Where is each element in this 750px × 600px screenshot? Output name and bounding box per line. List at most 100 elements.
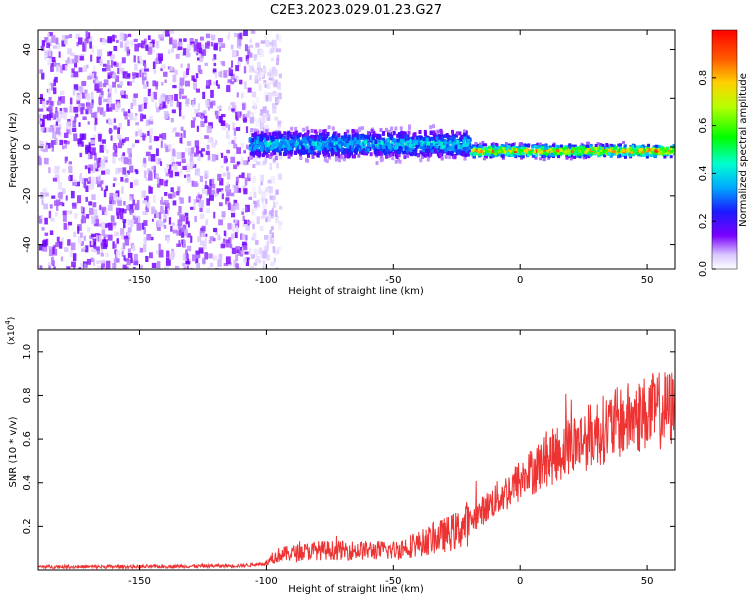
spectrogram-cell [294, 131, 297, 136]
spectrogram-cell [318, 135, 322, 140]
spectrogram-cell [114, 105, 117, 109]
spectrogram-cell [357, 153, 361, 158]
spectrogram-cell [258, 185, 261, 189]
spectrogram-cell [105, 169, 110, 175]
spectrogram-cell [245, 113, 249, 117]
spectrogram-cell [269, 146, 273, 151]
spectrogram-cell [421, 147, 425, 152]
spectrogram-cell [244, 177, 248, 186]
spectrogram-cell [69, 174, 73, 182]
spectrogram-cell [541, 154, 545, 158]
spectrogram-cell [54, 138, 58, 145]
spectrogram-cell [583, 154, 587, 158]
spectrogram-cell [234, 75, 239, 82]
spectrogram-cell [105, 260, 111, 269]
spectrogram-cell [164, 266, 168, 269]
spectrogram-cell [46, 38, 52, 45]
spectrogram-cell [58, 96, 62, 101]
spectrogram-cell [401, 142, 405, 147]
colorbar-gradient [711, 29, 738, 270]
spectrogram-cell [538, 142, 542, 146]
spectrogram-cell [119, 32, 125, 41]
spectrogram-cell [108, 222, 113, 231]
spectrogram-cell [191, 43, 195, 48]
spectrogram-cell [243, 66, 247, 74]
spectrogram-cell [305, 126, 309, 131]
spectrogram-cell [496, 153, 500, 157]
spectrogram-cell [123, 157, 129, 165]
spectrogram-cell [80, 241, 84, 246]
spectrogram-cell [478, 148, 482, 152]
spectrogram-cell [626, 148, 630, 152]
spectrogram-cell [328, 141, 332, 146]
spectrogram-cell [149, 115, 153, 121]
spectrogram-cell [185, 80, 190, 87]
spectrogram-cell [249, 151, 253, 156]
spectrogram-cell [367, 131, 370, 136]
spectrogram-cell [87, 146, 92, 155]
spectrogram-cell [501, 156, 505, 160]
spectrogram-cell [69, 105, 73, 113]
spectrogram-cell [462, 152, 466, 157]
spectrogram-cell [244, 251, 249, 255]
spectrogram-cell [240, 143, 244, 148]
spectrogram-cell [448, 155, 452, 160]
spectrogram-cell [274, 116, 278, 121]
spectrogram-cell [479, 142, 482, 146]
spectrogram-cell [146, 201, 151, 206]
spectrogram-cell [181, 158, 186, 164]
spectrogram-cell [121, 234, 124, 240]
spectrogram-cell [386, 138, 390, 143]
spectrogram-cell [266, 243, 269, 251]
spectrogram-cell [242, 241, 247, 246]
spectrogram-cell [200, 36, 204, 41]
spectrogram-cell [154, 213, 157, 219]
spectrogram-cell [95, 83, 100, 90]
spectrogram-cell [158, 34, 164, 39]
spectrogram-cell [526, 151, 530, 155]
spectrogram-cell [164, 180, 168, 187]
spectrogram-cell [165, 146, 169, 153]
spectrogram-cell [172, 191, 176, 198]
spectrogram-cell [260, 181, 263, 186]
spectrogram-cell [247, 46, 250, 52]
spectrogram-cell [141, 103, 144, 112]
spectrogram-cell [254, 102, 257, 111]
spectrogram-cell [220, 165, 224, 169]
spectrogram-cell [635, 151, 639, 155]
spectrogram-cell [91, 112, 96, 118]
spectrogram-cell [236, 92, 239, 98]
spectrogram-cell [109, 192, 114, 201]
spectrogram-cell [249, 191, 252, 200]
spectrogram-cell [349, 142, 353, 147]
spectrogram-cell [384, 141, 388, 146]
spectrogram-cell [193, 82, 197, 90]
spectrogram-cell [435, 136, 439, 141]
spectrogram-cell [139, 69, 142, 78]
spectrogram-cell [267, 142, 271, 147]
spectrogram-cell [252, 265, 256, 269]
spectrogram-cell [107, 90, 112, 99]
spectrogram-cell [448, 140, 452, 145]
spectrogram-cell [54, 165, 60, 174]
spectrogram-cell [242, 215, 245, 221]
spectrogram-cell [51, 140, 56, 145]
spectrogram-cell [362, 141, 366, 146]
spectrogram-cell [120, 177, 124, 182]
spectrogram-cell [223, 238, 226, 245]
spectrogram-cell [172, 85, 177, 89]
spectrogram-cell [71, 68, 75, 74]
spectrogram-cell [297, 138, 300, 143]
spectrogram-cell [416, 153, 420, 158]
spectrogram-cell [347, 136, 351, 141]
spectrogram-cell [405, 140, 409, 145]
spectrogram-cell [399, 138, 403, 143]
spectrogram-cell [187, 63, 190, 71]
spectrogram-cell [84, 89, 88, 97]
spectrogram-cell [647, 143, 651, 147]
spectrogram-cell [167, 49, 171, 55]
spectrogram-cell [515, 152, 519, 156]
spectrogram-cell [280, 147, 284, 151]
spectrogram-cell [68, 221, 73, 226]
spectrogram-cell [262, 215, 267, 219]
